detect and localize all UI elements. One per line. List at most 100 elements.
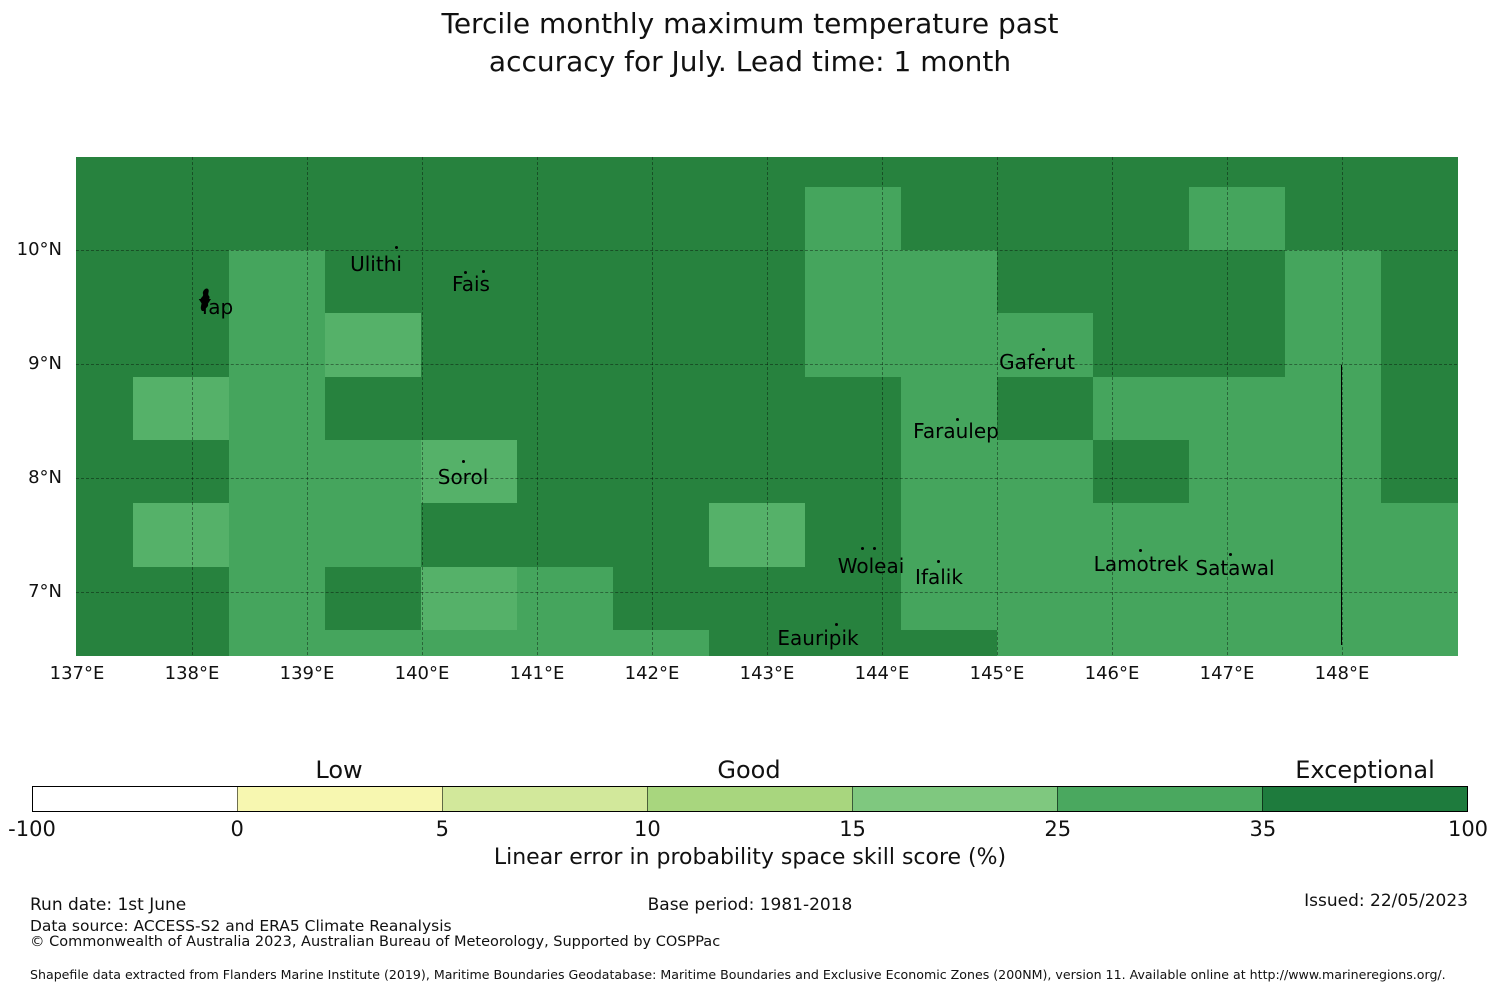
y-tick-label: 7°N [28, 581, 62, 602]
map-grid-cell [325, 567, 422, 631]
map-grid-cell [517, 377, 614, 441]
island-label-faraulep: Faraulep [913, 419, 999, 443]
map-grid-cell [901, 503, 998, 568]
map-grid-cell [1189, 503, 1286, 568]
map-grid-cell [1093, 630, 1190, 656]
map-grid-cell [1285, 503, 1382, 568]
map-grid-cell [1285, 630, 1382, 656]
map-grid-cell [805, 567, 902, 631]
map-grid-cell [517, 250, 614, 314]
colorbar-category-good: Good [717, 756, 781, 784]
colorbar-tick-value: 35 [1249, 817, 1277, 841]
map-grid-cell [229, 567, 326, 631]
island-marker-dot [464, 271, 467, 274]
map-grid-cell [1189, 377, 1286, 441]
colorbar-segment [647, 787, 852, 811]
y-tick-label: 9°N [28, 353, 62, 374]
map-grid-cell [805, 187, 902, 251]
x-tick-label: 138°E [164, 663, 220, 684]
x-tick-label: 143°E [739, 663, 795, 684]
map-grid-cell [1381, 157, 1458, 188]
shapefile-attribution-text: Shapefile data extracted from Flanders M… [30, 967, 1446, 982]
map-grid-cell [1285, 157, 1382, 188]
map-grid-cell [325, 250, 422, 314]
colorbar-tick-value: 5 [435, 817, 449, 841]
map-grid-cell [709, 440, 806, 504]
map-grid-cell [325, 377, 422, 441]
map-grid-cell [709, 567, 806, 631]
map-grid-cell [517, 503, 614, 568]
map-grid-cell [76, 157, 134, 188]
eez-boundary-line [1341, 365, 1342, 645]
map-grid-cell [709, 377, 806, 441]
map-grid-cell [1093, 313, 1190, 378]
map-grid-cell [1285, 187, 1382, 251]
map-grid-cell [1381, 187, 1458, 251]
map-grid-cell [1285, 377, 1382, 441]
meridian-gridline [652, 157, 653, 655]
map-grid-cell [613, 313, 710, 378]
map-grid-cell [517, 440, 614, 504]
map-grid-cell [421, 187, 518, 251]
map-grid-cell [1189, 187, 1286, 251]
map-grid-cell [1381, 567, 1458, 631]
map-grid-cell [1093, 250, 1190, 314]
island-label-ifalik: Ifalik [915, 565, 963, 589]
map-grid-cell [805, 630, 902, 656]
map-grid-cell [709, 503, 806, 568]
map-grid-cell [901, 567, 998, 631]
data-source-text: Data source: ACCESS-S2 and ERA5 Climate … [30, 917, 452, 935]
island-label-sorol: Sorol [437, 465, 489, 489]
colorbar-tick-value: -100 [8, 817, 56, 841]
colorbar-segment [442, 787, 647, 811]
map-grid-cell [1189, 440, 1286, 504]
map-grid-cell [1285, 313, 1382, 378]
chart-title-line2: accuracy for July. Lead time: 1 month [488, 45, 1012, 78]
island-label-lamotrek: Lamotrek [1093, 552, 1189, 576]
parallel-gridline [76, 364, 1457, 365]
x-tick-label: 145°E [969, 663, 1025, 684]
map-grid-cell [133, 313, 230, 378]
map-grid-cell [901, 157, 998, 188]
map-grid-cell [1093, 187, 1190, 251]
colorbar-category-exceptional: Exceptional [1295, 756, 1435, 784]
map-grid-cell [325, 313, 422, 378]
map-grid-cell [133, 630, 230, 656]
map-grid-cell [805, 313, 902, 378]
map-grid-cell [517, 630, 614, 656]
map-grid-cell [613, 503, 710, 568]
map-grid-cell [613, 630, 710, 656]
map-grid-cell [1381, 250, 1458, 314]
map-grid-cell [1381, 503, 1458, 568]
map-grid-cell [997, 157, 1094, 188]
map-grid-cell [1093, 377, 1190, 441]
map-grid-cell [613, 567, 710, 631]
map-grid-cell [901, 187, 998, 251]
island-label-eauripik: Eauripik [777, 626, 859, 650]
map-grid-cell [613, 250, 710, 314]
x-tick-label: 137°E [49, 663, 105, 684]
colorbar-segment [852, 787, 1057, 811]
map-grid-cell [1285, 567, 1382, 631]
island-label-ulithi: Ulithi [350, 252, 402, 276]
map-grid-cell [76, 187, 134, 251]
map-grid-cell [517, 187, 614, 251]
map-grid-cell [805, 250, 902, 314]
x-tick-label: 142°E [624, 663, 680, 684]
map-grid-cell [325, 157, 422, 188]
map-grid-cell [325, 630, 422, 656]
island-marker-dot [956, 418, 959, 421]
map-grid-cell [325, 503, 422, 568]
meridian-gridline [422, 157, 423, 655]
map-grid-cell [229, 630, 326, 656]
map-grid-cell [229, 440, 326, 504]
x-tick-label: 147°E [1199, 663, 1255, 684]
map-grid-cell [1093, 157, 1190, 188]
island-marker-dot [937, 560, 940, 563]
island-label-gaferut: Gaferut [999, 350, 1075, 374]
map-grid-cell [133, 503, 230, 568]
colorbar-tick-value: 25 [1044, 817, 1072, 841]
map-grid-cell [229, 377, 326, 441]
map-grid-cell [1381, 630, 1458, 656]
